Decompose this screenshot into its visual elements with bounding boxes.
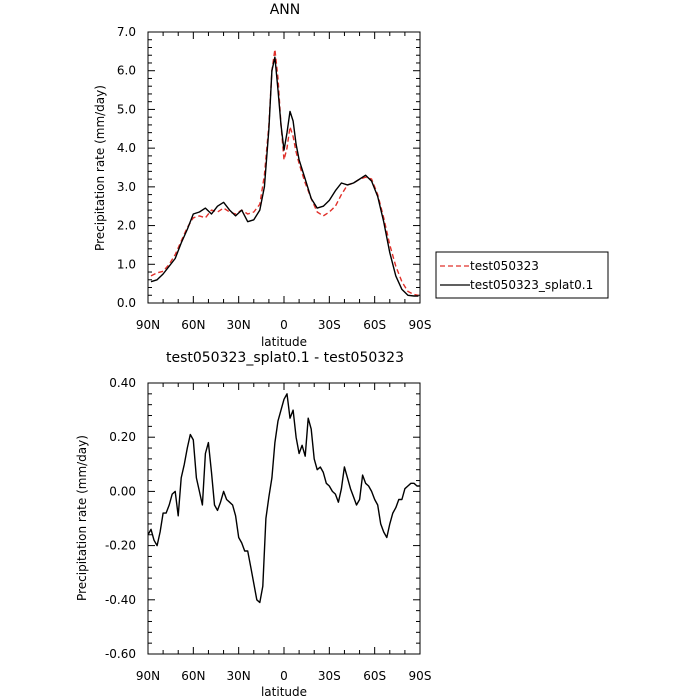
bottom-ytick-label: 0.00	[109, 484, 136, 498]
top-y-axis-label: Precipitation rate (mm/day)	[93, 85, 107, 251]
top-xtick-label: 60S	[363, 318, 386, 332]
top-ytick-label: 2.0	[117, 219, 136, 233]
bottom-xtick-label: 30S	[318, 669, 341, 683]
bottom-xtick-label: 30N	[227, 669, 251, 683]
bottom-x-axis-label: latitude	[261, 685, 307, 699]
top-y-axis: 0.0 1.0 2.0 3.0 4.0 5.0 6.0 7.0	[117, 25, 420, 310]
legend-box	[435, 251, 609, 299]
top-ytick-label: 3.0	[117, 180, 136, 194]
bottom-xtick-label: 0	[280, 669, 288, 683]
top-ytick-label: 0.0	[117, 296, 136, 310]
top-ytick-label: 4.0	[117, 141, 136, 155]
top-series-line-1	[150, 56, 419, 297]
legend-label-splat: test050323_splat0.1	[470, 278, 593, 292]
top-xtick-label: 30S	[318, 318, 341, 332]
bottom-y-axis: -0.60 -0.40 -0.20 0.00 0.20 0.40	[105, 376, 420, 661]
top-ytick-label: 1.0	[117, 257, 136, 271]
bottom-xtick-label: 60S	[363, 669, 386, 683]
bottom-panel: test050323_splat0.1 - test050323 -0.60-0…	[75, 350, 431, 699]
legend-label-test050323: test050323	[470, 259, 539, 273]
legend: test050323 test050323_splat0.1	[435, 251, 609, 299]
bottom-series-line-0	[147, 393, 420, 604]
top-plot-frame	[147, 31, 421, 304]
top-xtick-label: 90N	[136, 318, 160, 332]
top-xtick-label: 0	[280, 318, 288, 332]
top-series-group	[150, 48, 419, 297]
bottom-ytick-label: -0.60	[105, 647, 136, 661]
bottom-ytick-label: 0.20	[109, 430, 136, 444]
bottom-ytick-label: -0.40	[105, 593, 136, 607]
top-ytick-label: 7.0	[117, 25, 136, 39]
bottom-x-axis: 90N 60N 30N 0 30S 60S 90S	[136, 383, 432, 683]
top-x-axis: 90N 60N 30N 0 30S 60S 90S	[136, 32, 432, 332]
top-x-axis-label: latitude	[261, 335, 307, 349]
bottom-xtick-label: 60N	[181, 669, 205, 683]
bottom-chart-title: test050323_splat0.1 - test050323	[166, 350, 404, 366]
bottom-ytick-label: 0.40	[109, 376, 136, 390]
top-series-line-0	[150, 48, 419, 296]
bottom-series-group	[147, 393, 420, 604]
bottom-ytick-label: -0.20	[105, 539, 136, 553]
bottom-y-axis-label: Precipitation rate (mm/day)	[75, 435, 89, 601]
top-panel: ANN 0.0 1.0 2.0 3.0 4.0 5.0 6.0 7.0 90N 60N 30N 0 3…	[93, 2, 609, 349]
bottom-xtick-label: 90N	[136, 669, 160, 683]
top-xtick-label: 90S	[409, 318, 432, 332]
top-xtick-label: 30N	[227, 318, 251, 332]
bottom-xtick-label: 90S	[409, 669, 432, 683]
top-xtick-label: 60N	[181, 318, 205, 332]
top-ytick-label: 5.0	[117, 102, 136, 116]
top-ytick-label: 6.0	[117, 64, 136, 78]
top-chart-title: ANN	[270, 2, 301, 18]
